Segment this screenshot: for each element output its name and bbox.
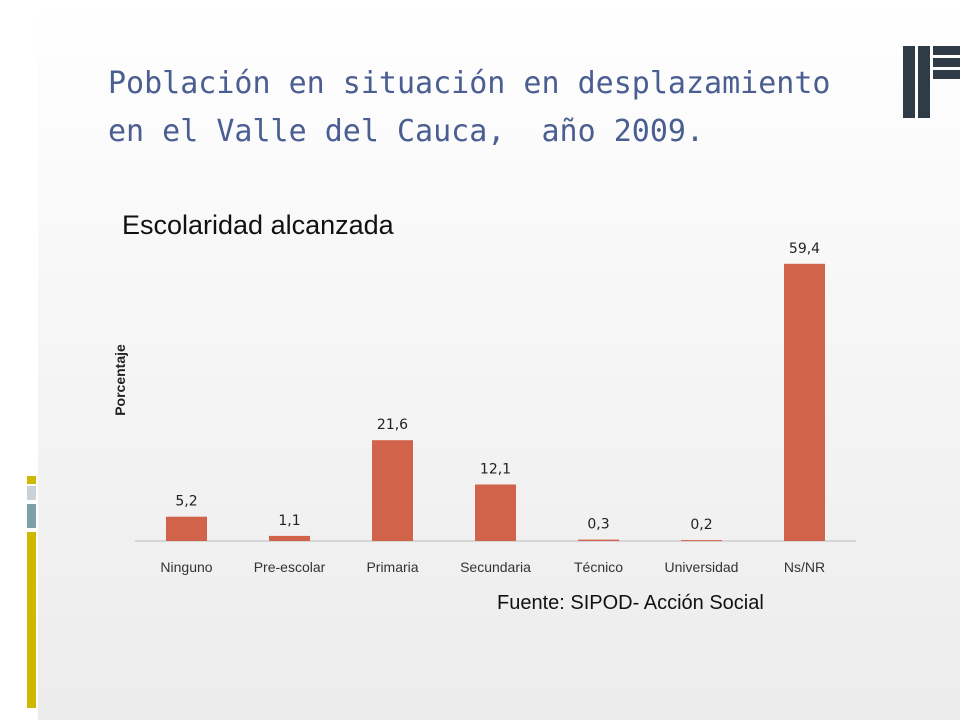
category-label: Ninguno — [160, 559, 212, 575]
value-label: 0,3 — [587, 517, 609, 533]
left-accent-bar — [27, 476, 36, 708]
corner-decoration — [903, 46, 960, 118]
chart-title: Escolaridad alcanzada — [122, 210, 394, 240]
value-label: 1,1 — [278, 513, 300, 529]
category-label: Ns/NR — [784, 559, 825, 575]
value-label: 21,6 — [377, 417, 408, 433]
slide-title: Población en situación en desplazamiento… — [108, 66, 831, 149]
category-label: Técnico — [574, 559, 623, 575]
value-label: 5,2 — [175, 494, 197, 510]
value-label: 0,2 — [690, 517, 712, 533]
source-note: Fuente: SIPOD- Acción Social — [497, 592, 764, 614]
bar-pre-escolar — [269, 535, 310, 541]
bar-ns-nr — [784, 263, 825, 541]
bar-universidad — [681, 540, 722, 542]
y-axis-label: Porcentaje — [112, 344, 128, 416]
bar-t-cnico — [578, 539, 619, 541]
value-label: 12,1 — [480, 462, 511, 478]
category-label: Secundaria — [460, 559, 531, 575]
bar-secundaria — [475, 484, 516, 541]
category-label: Universidad — [665, 559, 739, 575]
category-label: Pre-escolar — [254, 559, 326, 575]
bar-ninguno — [166, 516, 207, 541]
category-label: Primaria — [366, 559, 418, 575]
value-label: 59,4 — [789, 241, 820, 257]
bar-primaria — [372, 440, 413, 541]
